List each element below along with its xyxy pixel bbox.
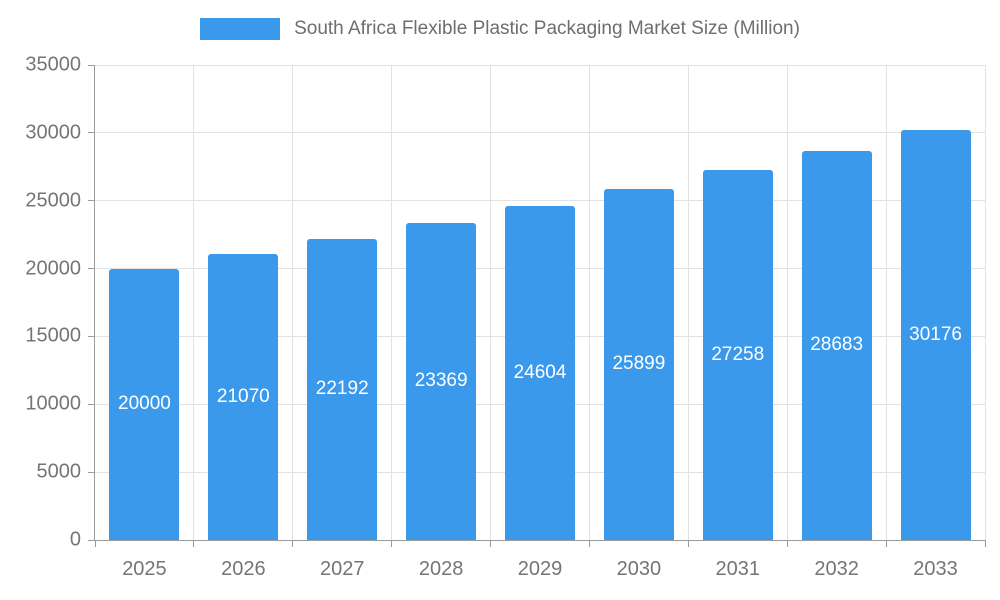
gridline-vertical — [687, 65, 689, 540]
y-axis-tick — [88, 200, 95, 202]
x-axis-tick — [391, 540, 393, 547]
y-axis-tick-label: 5000 — [36, 460, 82, 483]
y-axis-tick — [88, 403, 95, 405]
x-axis-tick — [193, 540, 195, 547]
bar-value-label: 27258 — [711, 344, 765, 366]
x-axis-tick-label: 2029 — [517, 558, 563, 580]
bar — [208, 254, 279, 540]
y-axis-tick — [88, 268, 95, 270]
y-axis-tick-label: 25000 — [25, 189, 81, 212]
bar — [702, 170, 773, 540]
x-axis-tick-label: 2032 — [814, 558, 859, 580]
y-axis-tick — [88, 335, 95, 337]
gridline-vertical — [984, 65, 986, 540]
gridline-vertical — [292, 65, 294, 540]
x-axis-tick — [292, 540, 294, 547]
bar — [801, 150, 872, 540]
bar-value-label: 28683 — [810, 334, 864, 356]
gridline-horizontal — [95, 200, 985, 202]
x-axis-tick-label: 2026 — [221, 558, 266, 580]
gridline-vertical — [193, 65, 195, 540]
y-axis-line — [94, 65, 95, 541]
bar — [307, 238, 378, 540]
legend-swatch — [200, 18, 281, 40]
bar — [900, 130, 971, 540]
bar-value-label: 24604 — [513, 362, 567, 384]
bar — [505, 206, 575, 540]
x-axis-tick — [687, 540, 689, 547]
chart-legend: South Africa Flexible Plastic Packaging … — [0, 18, 1000, 40]
y-axis-tick-label: 10000 — [25, 392, 81, 415]
y-axis-tick-label: 0 — [69, 528, 81, 551]
gridline-horizontal — [95, 64, 985, 66]
x-axis-tick-label: 2030 — [616, 558, 662, 580]
bar-value-label: 20000 — [118, 393, 171, 415]
x-axis-tick — [588, 540, 590, 547]
x-axis-tick-label: 2025 — [122, 558, 167, 580]
x-axis-tick-label: 2027 — [319, 558, 365, 580]
bar-value-label: 22192 — [315, 378, 369, 400]
gridline-vertical — [490, 65, 492, 540]
y-axis-tick — [88, 539, 95, 541]
bar-value-label: 23369 — [414, 370, 468, 392]
x-axis-tick — [490, 540, 492, 547]
x-axis-tick-label: 2031 — [715, 558, 761, 580]
bar — [603, 188, 674, 540]
y-axis-tick-label: 30000 — [25, 121, 81, 144]
x-axis-tick — [984, 540, 986, 547]
y-axis-tick — [88, 64, 95, 66]
bar — [406, 222, 477, 540]
gridline-vertical — [391, 65, 393, 540]
x-axis-tick-label: 2033 — [913, 558, 958, 580]
y-axis-tick-label: 20000 — [25, 257, 81, 280]
bar-value-label: 21070 — [216, 386, 270, 408]
gridline-vertical — [588, 65, 590, 540]
x-axis-line — [94, 540, 985, 541]
gridline-vertical — [885, 65, 887, 540]
y-axis-tick — [88, 471, 95, 473]
y-axis-tick-label: 35000 — [25, 53, 81, 76]
legend-title: South Africa Flexible Plastic Packaging … — [294, 18, 800, 39]
y-axis-tick — [88, 132, 95, 134]
bar-value-label: 25899 — [612, 353, 666, 375]
x-axis-tick — [885, 540, 887, 547]
gridline-vertical — [786, 65, 788, 540]
y-axis-tick-label: 15000 — [25, 324, 81, 347]
bar-value-label: 30176 — [909, 324, 962, 346]
bar — [109, 268, 180, 540]
gridline-horizontal — [95, 132, 985, 134]
x-axis-tick — [94, 540, 96, 547]
x-axis-tick-label: 2028 — [418, 558, 464, 580]
x-axis-tick — [786, 540, 788, 547]
